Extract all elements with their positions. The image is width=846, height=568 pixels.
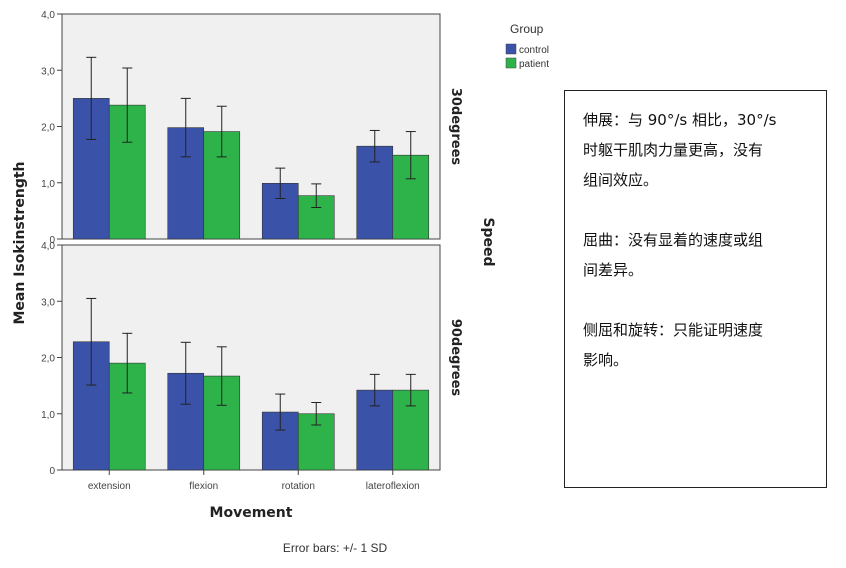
legend-label-control: control <box>519 45 549 56</box>
x-tick-label: lateroflexion <box>366 481 420 492</box>
y-tick-label: 1,0 <box>41 179 55 190</box>
y-tick-label: 3,0 <box>41 297 55 308</box>
y-tick-label: 3,0 <box>41 66 55 77</box>
y-axis-title: Mean Isokinstrength <box>12 161 28 324</box>
y-tick-label: 2,0 <box>41 123 55 134</box>
legend-swatch-control <box>505 43 517 55</box>
legend: Group control patient <box>505 22 549 70</box>
panel-label: 90degrees <box>448 319 463 397</box>
y-tick-label: 0 <box>49 466 55 477</box>
x-tick-label: extension <box>88 481 131 492</box>
note-flexion: 屈曲：没有显着的速度或组 间差异。 <box>583 231 764 279</box>
footnote: Error bars: +/- 1 SD <box>283 541 388 555</box>
y-tick-label: 4,0 <box>41 241 55 252</box>
annotation-box: 伸展：与 90°/s 相比，30°/s 时躯干肌肉力量更高，没有 组间效应。 屈… <box>564 90 827 488</box>
x-tick-label: flexion <box>189 481 218 492</box>
note-extension: 伸展：与 90°/s 相比，30°/s 时躯干肌肉力量更高，没有 组间效应。 <box>583 111 777 189</box>
legend-title: Group <box>510 22 544 36</box>
x-tick-label: rotation <box>282 481 315 492</box>
y-tick-label: 0 <box>49 235 55 246</box>
panel-label: 30degrees <box>448 88 463 166</box>
y-tick-label: 1,0 <box>41 410 55 421</box>
facet-title: Speed <box>480 217 496 266</box>
note-lateroflexion-rotation: 侧屈和旋转：只能证明速度 影响。 <box>583 321 764 369</box>
y-tick-label: 4,0 <box>41 10 55 21</box>
y-tick-label: 2,0 <box>41 354 55 365</box>
x-axis-title: Movement <box>210 505 293 521</box>
legend-swatch-patient <box>505 57 517 69</box>
legend-label-patient: patient <box>519 59 549 70</box>
